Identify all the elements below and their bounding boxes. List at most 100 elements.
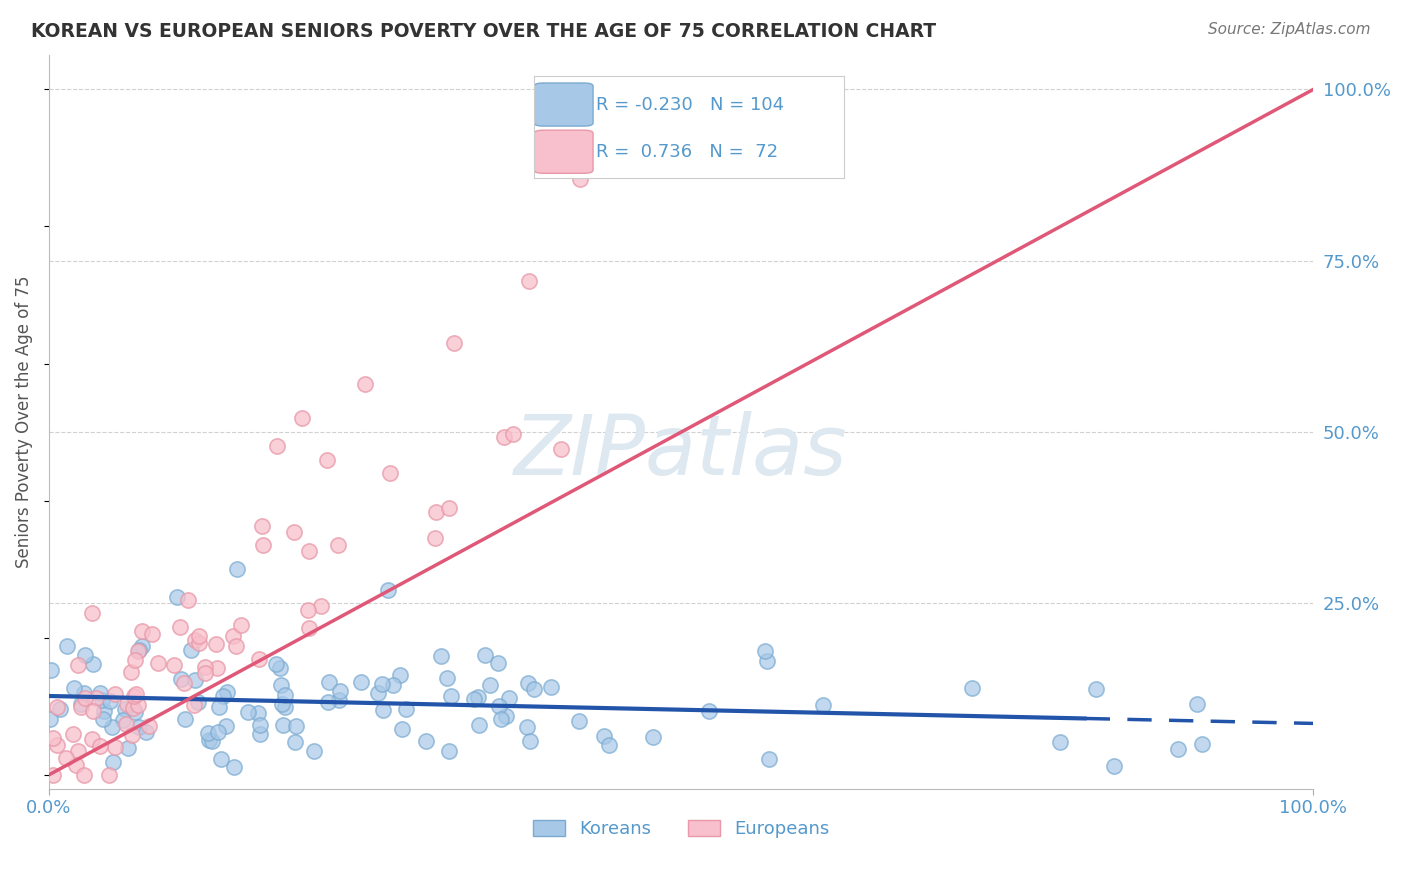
Point — [124, 653, 146, 667]
Point — [252, 538, 274, 552]
Point — [486, 657, 509, 671]
Point — [328, 693, 350, 707]
Point — [166, 590, 188, 604]
Point — [395, 702, 418, 716]
Point — [89, 739, 111, 753]
Point — [67, 658, 90, 673]
Point — [377, 582, 399, 597]
Point — [1102, 758, 1125, 772]
Point — [197, 726, 219, 740]
Point — [423, 532, 446, 546]
Point — [62, 727, 84, 741]
Point — [1187, 698, 1209, 712]
Legend: Koreans, Europeans: Koreans, Europeans — [526, 813, 837, 846]
Point — [42, 768, 65, 782]
Point — [215, 685, 238, 699]
Point — [225, 562, 247, 576]
Point — [222, 629, 245, 643]
Point — [73, 768, 96, 782]
Point — [173, 676, 195, 690]
Point — [415, 734, 437, 748]
Point — [516, 676, 538, 690]
Point — [180, 643, 202, 657]
Point — [215, 719, 238, 733]
Point — [329, 684, 352, 698]
Point — [1085, 681, 1108, 696]
Point — [598, 738, 620, 752]
Point — [188, 635, 211, 649]
Point — [114, 702, 136, 716]
Point — [298, 621, 321, 635]
Point — [697, 704, 720, 718]
Point — [56, 640, 79, 654]
Point — [1167, 742, 1189, 756]
Point — [540, 681, 562, 695]
Y-axis label: Seniors Poverty Over the Age of 75: Seniors Poverty Over the Age of 75 — [15, 276, 32, 568]
Point — [115, 697, 138, 711]
Text: R =  0.736   N =  72: R = 0.736 N = 72 — [596, 143, 779, 161]
Point — [103, 687, 125, 701]
Text: Source: ZipAtlas.com: Source: ZipAtlas.com — [1208, 22, 1371, 37]
Point — [124, 705, 146, 719]
Point — [568, 714, 591, 729]
Point — [373, 703, 395, 717]
Point — [463, 692, 485, 706]
Point — [1191, 737, 1213, 751]
Point — [55, 751, 77, 765]
Point — [183, 633, 205, 648]
Point — [131, 639, 153, 653]
Point — [65, 757, 87, 772]
Point — [170, 673, 193, 687]
Point — [758, 752, 780, 766]
Point — [224, 760, 246, 774]
Point — [641, 730, 664, 744]
Point — [271, 698, 294, 712]
Point — [467, 690, 489, 704]
Point — [960, 681, 983, 695]
Point — [311, 599, 333, 614]
Point — [297, 603, 319, 617]
Point — [283, 525, 305, 540]
FancyBboxPatch shape — [534, 130, 593, 173]
Point — [298, 544, 321, 558]
Text: R = -0.230   N = 104: R = -0.230 N = 104 — [596, 95, 785, 113]
Point — [205, 661, 228, 675]
Point — [72, 686, 94, 700]
FancyBboxPatch shape — [534, 83, 593, 126]
Point — [205, 636, 228, 650]
Point — [229, 618, 252, 632]
Point — [73, 691, 96, 706]
Point — [122, 689, 145, 703]
Point — [519, 734, 541, 748]
Point — [380, 467, 402, 481]
Point — [93, 704, 115, 718]
Point — [479, 678, 502, 692]
Point — [249, 726, 271, 740]
Point — [128, 720, 150, 734]
Point — [39, 712, 62, 726]
Point — [70, 700, 93, 714]
Point — [69, 697, 91, 711]
Point — [269, 661, 291, 675]
Point — [188, 629, 211, 643]
Point — [97, 768, 120, 782]
Point — [266, 657, 288, 671]
Point — [183, 698, 205, 712]
Point — [46, 700, 69, 714]
Point — [121, 728, 143, 742]
Point — [75, 648, 97, 662]
Point — [494, 430, 516, 444]
Point — [63, 681, 86, 695]
Point — [122, 701, 145, 715]
Point — [593, 729, 616, 743]
Point — [131, 624, 153, 638]
Point — [367, 686, 389, 700]
Point — [274, 689, 297, 703]
Point — [382, 677, 405, 691]
Point — [209, 752, 232, 766]
Point — [80, 732, 103, 747]
Point — [127, 644, 149, 658]
Point — [66, 744, 89, 758]
Point — [111, 714, 134, 728]
Point — [146, 657, 169, 671]
